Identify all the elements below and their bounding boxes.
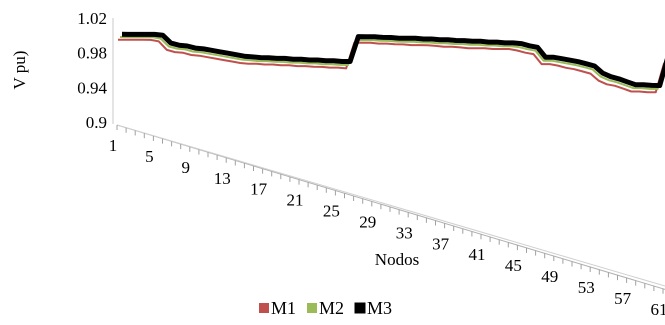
x-tick-label: 37 [432, 234, 450, 253]
x-tick-label: 9 [182, 158, 191, 177]
x-tick-label: 29 [359, 212, 376, 231]
x-tick-label: 21 [287, 191, 304, 210]
series-line-m2 [119, 36, 665, 90]
y-tick-label: 0.94 [77, 78, 107, 97]
x-axis-title: Nodos [375, 250, 419, 269]
x-tick-label: 49 [541, 267, 558, 286]
x-tick-label: 1 [109, 136, 118, 155]
legend-label: M1 [271, 298, 296, 318]
y-axis-title: V pu) [10, 51, 29, 90]
y-tick-labels: 0.9 0.94 0.98 1.02 [77, 9, 107, 132]
legend-label: M2 [319, 298, 344, 318]
series-line-m1 [118, 38, 665, 94]
legend: M1 M2 M3 [259, 298, 392, 318]
series-layer [118, 31, 665, 94]
legend-swatch [307, 303, 317, 313]
y-tick-label: 1.02 [77, 9, 107, 28]
x-tick-label: 61 [651, 300, 665, 319]
legend-swatch [354, 302, 366, 314]
x-tick-label: 17 [250, 180, 268, 199]
axes-frame [112, 18, 665, 294]
floor-back-line [116, 124, 665, 287]
x-tick-label: 57 [614, 289, 632, 308]
x-tick-label: 33 [396, 223, 413, 242]
x-tick-labels: 159131721252933374145495357616569 [109, 136, 665, 319]
y-tick-label: 0.98 [77, 44, 107, 63]
legend-swatch [259, 303, 269, 313]
x-tick-label: 45 [505, 256, 522, 275]
x-tick-label: 53 [578, 278, 595, 297]
x-tick-label: 25 [323, 202, 340, 221]
x-tick-label: 13 [214, 169, 231, 188]
x-axis-line [116, 124, 665, 290]
legend-label: M3 [367, 298, 392, 318]
x-tick-label: 41 [469, 245, 486, 264]
x-tick-label: 5 [145, 147, 154, 166]
series-line-m3 [121, 31, 665, 88]
y-tick-label: 0.9 [86, 113, 107, 132]
